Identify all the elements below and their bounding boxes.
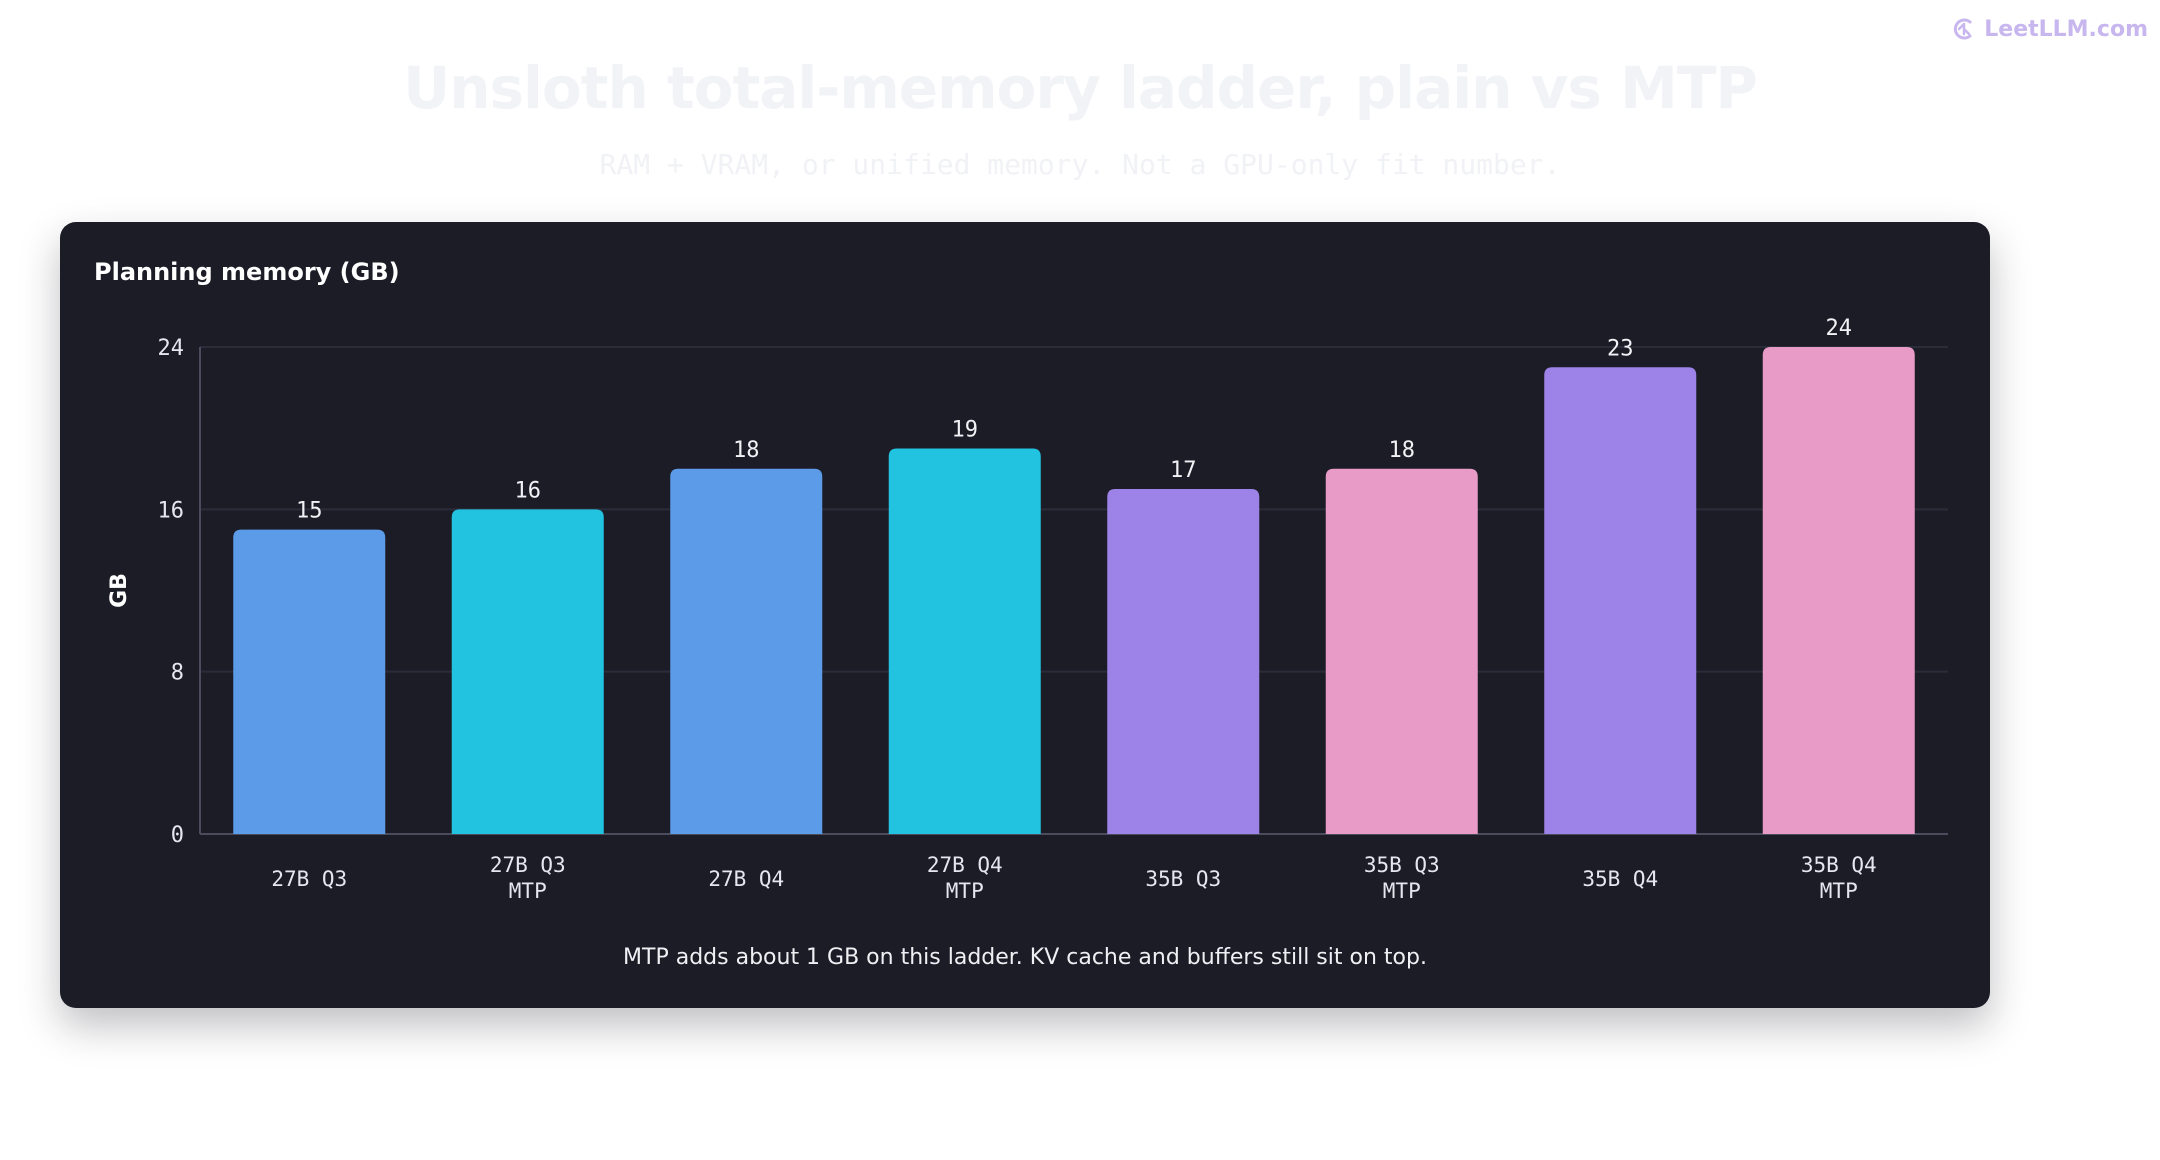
page-subtitle: RAM + VRAM, or unified memory. Not a GPU… [599, 148, 1561, 181]
y-tick-label: 16 [158, 498, 185, 523]
bar-value-label: 24 [1826, 316, 1853, 341]
x-tick-label: 27B Q3 [490, 853, 566, 877]
x-tick-label: MTP [1383, 879, 1421, 903]
bar [888, 448, 1041, 834]
x-tick-label: 35B Q3 [1145, 867, 1221, 891]
brand-name: LeetLLM.com [1984, 16, 2148, 42]
bar [1544, 367, 1697, 834]
x-tick-label: 27B Q3 [271, 867, 347, 891]
bar [233, 529, 386, 834]
page-title: Unsloth total-memory ladder, plain vs MT… [403, 54, 1758, 122]
x-tick-label: MTP [946, 879, 984, 903]
x-tick-label: 27B Q4 [927, 853, 1003, 877]
bar [1325, 468, 1478, 834]
y-tick-label: 24 [158, 336, 185, 361]
chart-card: Planning memory (GB) 0 8 16 24 GB 15 27B Q3 16 2… [60, 222, 1990, 1008]
chart-title: Planning memory (GB) [94, 258, 400, 286]
y-tick-label: 0 [171, 823, 184, 848]
x-tick-label: 35B Q4 [1801, 853, 1877, 877]
bar-value-label: 15 [296, 499, 323, 524]
bar-value-label: 23 [1607, 336, 1634, 361]
bar [1762, 347, 1915, 834]
x-tick-label: 35B Q3 [1364, 853, 1440, 877]
brand-logo[interactable]: LeetLLM.com [1950, 16, 2148, 42]
page-header: Unsloth total-memory ladder, plain vs MT… [0, 54, 2160, 181]
bar [670, 468, 823, 834]
bar-value-label: 16 [515, 478, 542, 503]
leetllm-logo-icon [1954, 18, 1972, 40]
bar-value-label: 18 [733, 438, 760, 463]
x-tick-label: 35B Q4 [1582, 867, 1658, 891]
y-axis-label: GB [107, 573, 132, 608]
bar-value-label: 17 [1170, 458, 1197, 483]
bar [451, 509, 604, 834]
bar-value-label: 18 [1389, 438, 1416, 463]
chart-caption: MTP adds about 1 GB on this ladder. KV c… [623, 945, 1427, 970]
x-tick-label: MTP [1820, 879, 1858, 903]
x-tick-label: MTP [509, 879, 547, 903]
bar-value-label: 19 [952, 417, 979, 442]
bar [1107, 489, 1260, 834]
x-tick-label: 27B Q4 [708, 867, 784, 891]
y-tick-label: 8 [171, 661, 184, 686]
